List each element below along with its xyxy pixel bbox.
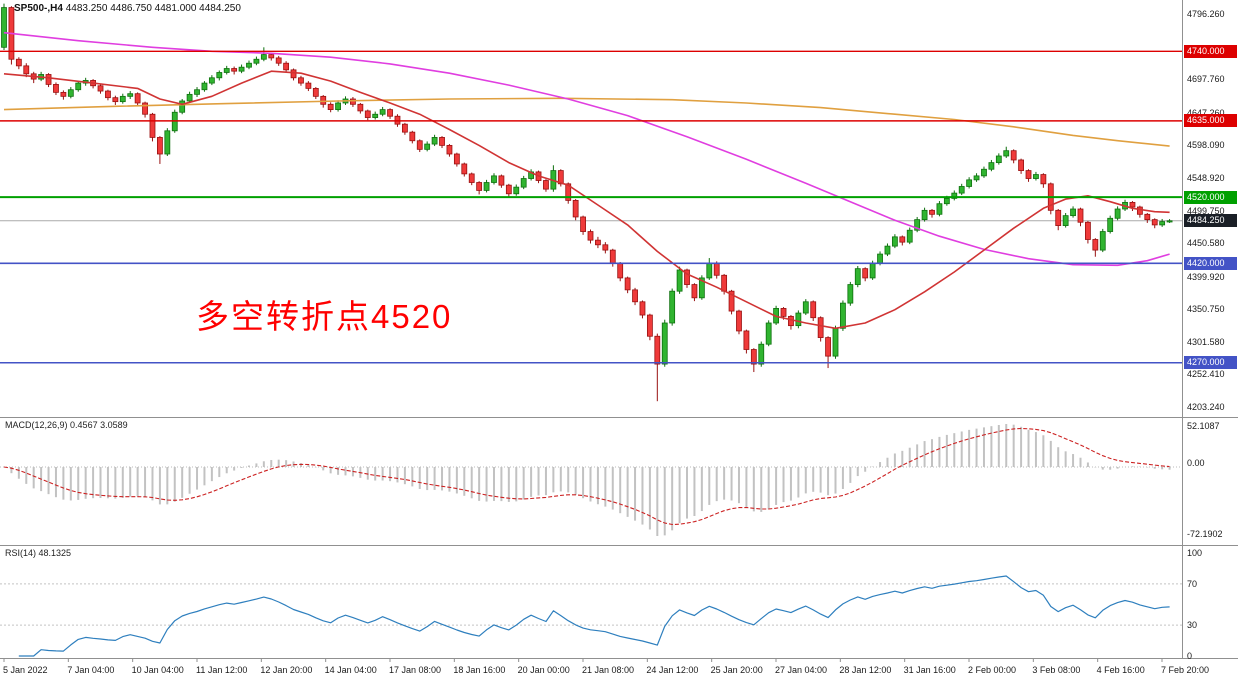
chart-title: SP500-,H4 4483.250 4486.750 4481.000 448… — [14, 3, 241, 14]
time-label: 20 Jan 00:00 — [517, 665, 570, 675]
price-tick: 4697.760 — [1187, 74, 1225, 85]
rsi-name: RSI(14) — [5, 548, 37, 558]
price-tick: 4548.920 — [1187, 172, 1225, 183]
rsi-layer — [0, 575, 1182, 657]
frame-layer — [0, 0, 1238, 662]
ma-fast-red[interactable] — [3, 70, 1170, 330]
macd-scale-label: -72.1902 — [1187, 529, 1223, 539]
time-label: 14 Jan 04:00 — [324, 665, 377, 675]
ma-fast-red-layer — [3, 70, 1170, 330]
time-label: 12 Jan 20:00 — [260, 665, 313, 675]
time-label: 2 Feb 00:00 — [968, 665, 1017, 675]
time-label: 25 Jan 20:00 — [710, 665, 763, 675]
price-tick: 4796.260 — [1187, 9, 1225, 19]
macd-name: MACD(12,26,9) — [5, 420, 68, 430]
time-label: 7 Jan 04:00 — [67, 665, 115, 675]
price-badge-4420.000: 4420.000 — [1184, 256, 1237, 270]
chart-annotation-text[interactable]: 多空转折点4520 — [196, 298, 453, 335]
time-label: 4 Feb 16:00 — [1096, 665, 1145, 675]
price-tick: 4252.410 — [1187, 369, 1225, 380]
time-label: 27 Jan 04:00 — [775, 665, 828, 675]
candles-layer — [1, 3, 1173, 402]
price-tick: 4647.260 — [1187, 107, 1225, 118]
price-badge-4270.000: 4270.000 — [1184, 356, 1237, 370]
macd-indicator-label: MACD(12,26,9) 0.4567 3.0589 — [5, 420, 128, 430]
price-tick: 4350.750 — [1187, 304, 1225, 315]
time-label: 11 Jan 12:00 — [196, 665, 248, 675]
rsi-values: 48.1325 — [38, 548, 72, 558]
ma-slow-orange-layer — [3, 97, 1170, 147]
time-label: 31 Jan 16:00 — [903, 665, 956, 675]
time-label: 24 Jan 12:00 — [646, 665, 699, 675]
ma-slow-orange[interactable] — [3, 97, 1170, 147]
time-label: 3 Feb 08:00 — [1032, 665, 1081, 675]
price-tick: 4499.750 — [1187, 205, 1225, 216]
symbol-timeframe-label: SP500-,H4 — [14, 3, 63, 14]
levels-layer — [0, 50, 1182, 364]
time-label: 17 Jan 08:00 — [389, 665, 442, 675]
time-label: 7 Feb 20:00 — [1161, 665, 1210, 675]
rsi-indicator-label: RSI(14) 48.1325 — [5, 548, 71, 558]
macd-scale-label: 0.00 — [1187, 458, 1205, 468]
price-badge-4635.000: 4635.000 — [1184, 114, 1237, 128]
macd-layer — [0, 424, 1182, 536]
time-label: 21 Jan 08:00 — [582, 665, 635, 675]
time-label: 28 Jan 12:00 — [839, 665, 892, 675]
title-ohlc-values: 4483.250 4486.750 4481.000 4484.250 — [65, 3, 241, 14]
macd-scale-label: 52.1087 — [1187, 421, 1220, 431]
price-tick: 4450.580 — [1187, 238, 1225, 249]
rsi-scale-label: 100 — [1187, 548, 1203, 558]
rsi-scale-label: 0 — [1187, 651, 1193, 661]
ma-medium-magenta-layer — [3, 31, 1170, 267]
price-tick: 4301.580 — [1187, 336, 1225, 347]
price-tick: 4203.240 — [1187, 402, 1225, 412]
price-tick: 4399.920 — [1187, 271, 1225, 282]
time-label: 18 Jan 16:00 — [453, 665, 506, 675]
rsi-scale-label: 70 — [1187, 578, 1198, 589]
price-tick: 4598.090 — [1187, 140, 1225, 151]
macd-values: 0.4567 3.0589 — [70, 420, 128, 430]
current-price-badge: 4484.250 — [1184, 214, 1237, 228]
time-label: 10 Jan 04:00 — [131, 665, 184, 675]
price-badge-4520.000: 4520.000 — [1184, 190, 1237, 204]
price-badge-4740.000: 4740.000 — [1184, 44, 1237, 58]
ma-medium-magenta[interactable] — [3, 31, 1170, 267]
rsi-scale-label: 30 — [1187, 620, 1198, 631]
time-label: 5 Jan 2022 — [3, 665, 48, 675]
